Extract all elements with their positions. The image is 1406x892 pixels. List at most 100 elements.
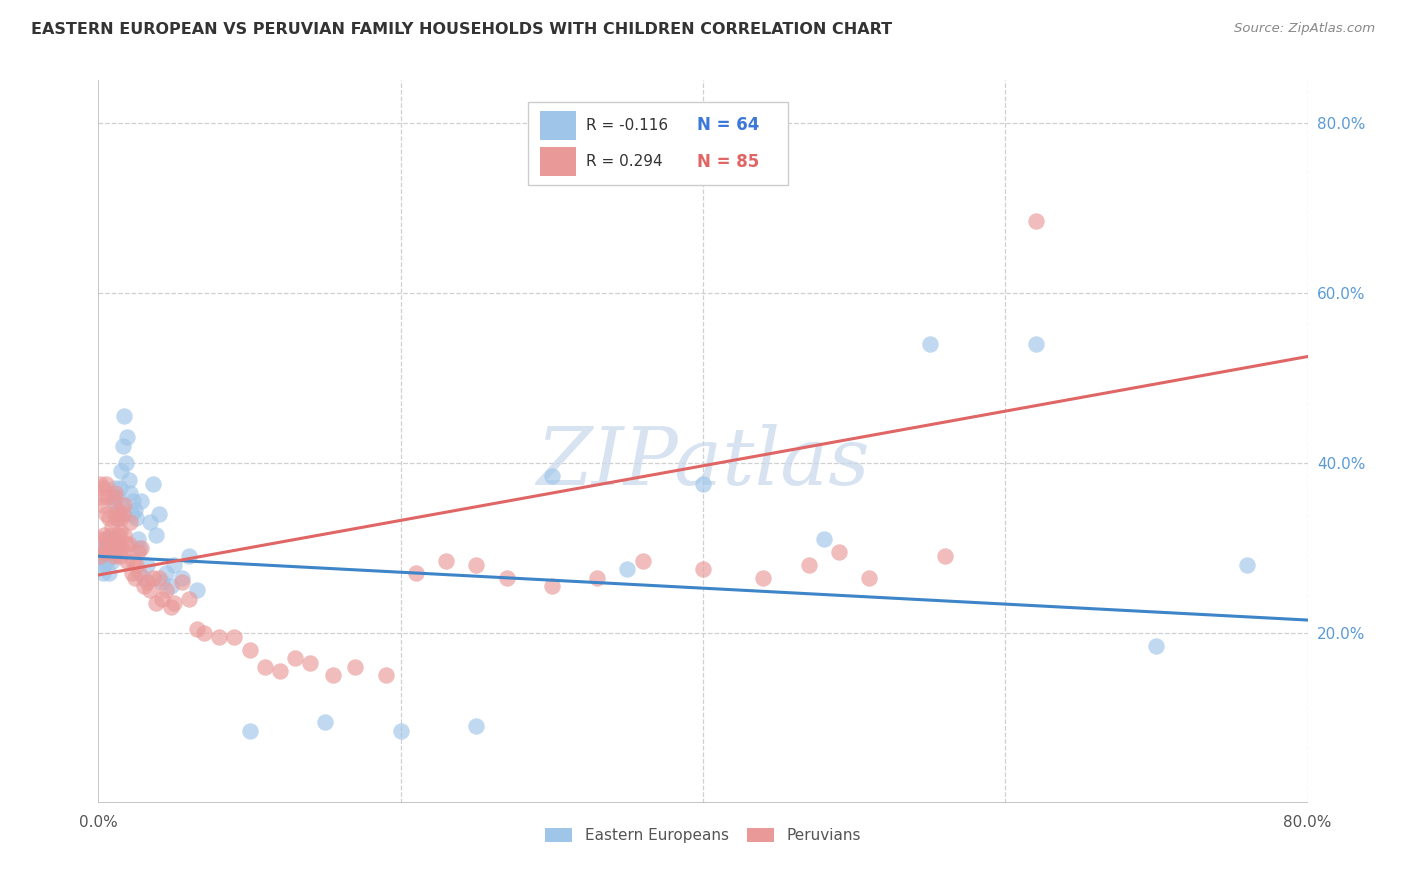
Point [692,477,714,491]
Point [1024,336,1046,351]
Point [91,481,114,495]
Text: N = 85: N = 85 [697,153,759,170]
Point [314,714,336,729]
Point [179,549,201,564]
Point [389,723,412,738]
Point [586,570,609,584]
Point [122,553,145,567]
Point [540,468,562,483]
Point [145,596,167,610]
Point [253,660,276,674]
Point [150,591,173,606]
Point [89,477,111,491]
Point [98,541,121,555]
Point [155,583,177,598]
Point [90,533,112,547]
Point [110,541,132,555]
Point [465,719,488,733]
Point [465,558,488,572]
Point [121,566,143,581]
Point [155,566,177,581]
Point [186,622,208,636]
Point [105,511,128,525]
Point [1024,213,1046,227]
Point [128,541,150,555]
Point [139,583,162,598]
Point [299,656,322,670]
Point [101,553,124,567]
Text: Source: ZipAtlas.com: Source: ZipAtlas.com [1234,22,1375,36]
FancyBboxPatch shape [540,111,576,140]
Point [128,566,150,581]
Point [120,516,142,530]
Point [148,507,170,521]
Point [112,409,135,423]
Point [93,558,115,572]
Point [103,494,125,508]
Point [89,549,111,564]
Text: EASTERN EUROPEAN VS PERUVIAN FAMILY HOUSEHOLDS WITH CHILDREN CORRELATION CHART: EASTERN EUROPEAN VS PERUVIAN FAMILY HOUS… [31,22,891,37]
FancyBboxPatch shape [540,147,576,177]
Point [797,558,820,572]
Point [103,533,125,547]
Point [93,541,115,555]
Point [108,524,131,538]
Point [94,545,117,559]
Point [193,625,215,640]
Point [127,533,149,547]
Point [115,430,138,444]
Point [132,570,155,584]
Point [828,545,851,559]
Point [1144,639,1167,653]
Point [120,485,142,500]
Point [858,570,880,584]
Point [115,553,138,567]
Point [100,549,122,564]
Point [135,574,157,589]
Point [104,545,127,559]
Point [96,553,118,567]
Text: N = 64: N = 64 [697,116,759,134]
Point [142,477,165,491]
Point [98,566,121,581]
Point [122,494,145,508]
Point [163,558,186,572]
Point [93,545,115,559]
Point [90,490,112,504]
Point [111,545,134,559]
Point [239,642,262,657]
Point [110,498,132,512]
Point [94,477,117,491]
Text: R = -0.116: R = -0.116 [586,118,668,133]
Point [100,528,122,542]
Point [103,533,125,547]
FancyBboxPatch shape [527,102,787,185]
Point [170,574,193,589]
Point [125,511,148,525]
Point [129,541,152,555]
Point [121,507,143,521]
Point [91,545,114,559]
Point [139,516,162,530]
Point [89,549,111,564]
Point [110,511,132,525]
Point [112,528,135,542]
Point [104,481,127,495]
Point [91,566,114,581]
Point [208,630,231,644]
Point [104,507,127,521]
Point [224,630,246,644]
Point [118,536,141,550]
Point [96,533,118,547]
Point [101,519,124,533]
Point [125,558,148,572]
Point [105,490,128,504]
Point [94,545,117,559]
Point [132,579,155,593]
Point [127,545,149,559]
Point [540,579,562,593]
Point [145,528,167,542]
Point [1236,558,1258,572]
Point [100,533,122,547]
Point [114,536,136,550]
